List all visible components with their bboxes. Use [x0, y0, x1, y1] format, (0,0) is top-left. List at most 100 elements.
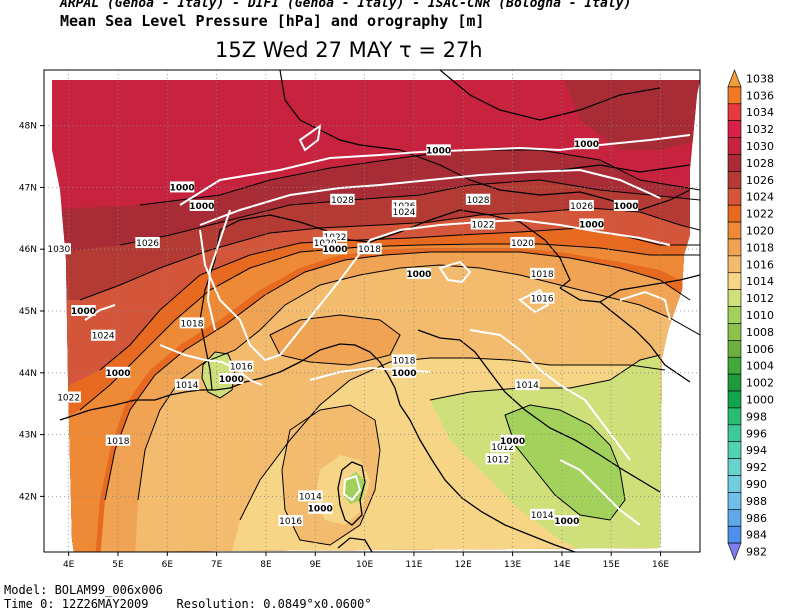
legend-label: 1004	[746, 360, 774, 373]
lat-tick-label: 47N	[19, 183, 37, 193]
legend-label: 1018	[746, 241, 774, 254]
isobar-label-bg	[56, 391, 81, 403]
isobar-label-bg	[391, 199, 417, 211]
legend-label: 986	[746, 512, 767, 525]
isobar-label: 1018	[181, 319, 204, 329]
legend-swatch	[727, 323, 742, 341]
legend-label: 1030	[746, 140, 774, 153]
legend-label: 1012	[746, 292, 774, 305]
orography-label: 1000	[406, 270, 431, 280]
lat-tick-label: 42N	[19, 492, 37, 502]
isobar-label: 1024	[393, 208, 416, 218]
isobar-label-bg	[470, 218, 496, 230]
lon-tick-label: 8E	[260, 560, 272, 570]
legend-label: 996	[746, 427, 767, 440]
isobar-label-bg	[90, 329, 116, 341]
isobar-label-bg	[278, 515, 303, 527]
lon-tick-label: 7E	[211, 560, 223, 570]
legend-swatch	[727, 373, 742, 392]
legend-label: 1014	[746, 275, 774, 288]
isobar-label: 1018	[531, 270, 554, 280]
pressure-legend: 1038 1036 1034 1032 1030 1028 1026 1024 1022 1020…	[727, 69, 774, 561]
isobar-label-bg	[569, 199, 594, 211]
legend-swatch	[727, 390, 742, 409]
lon-tick-label: 10E	[356, 560, 373, 570]
legend-swatch	[727, 407, 742, 426]
lon-tick-label: 15E	[603, 560, 620, 570]
legend-label: 1036	[746, 89, 774, 102]
legend-swatch	[727, 238, 742, 257]
legend-swatch	[727, 187, 742, 206]
orography-label-bg	[322, 243, 348, 255]
legend-swatch	[727, 340, 742, 358]
legend-swatch-top-arrow	[727, 69, 742, 88]
lat-tick-label: 46N	[19, 245, 37, 255]
orography-label: 1000	[308, 505, 333, 515]
isobar-label: 1028	[331, 196, 354, 206]
orography-label-bg	[500, 434, 525, 446]
isobar-label: 1014	[176, 381, 199, 391]
legend-swatch	[727, 272, 742, 290]
legend-label: 1026	[746, 174, 774, 187]
orography-label-bg	[219, 372, 244, 384]
orography-label: 1000	[170, 183, 195, 193]
isobar-label: 1018	[358, 245, 381, 255]
isobar-label: 1026	[570, 202, 593, 212]
isobar-label: 1016	[531, 295, 554, 305]
isobar-label: 1022	[472, 220, 495, 230]
lon-tick-label: 9E	[310, 560, 322, 570]
lon-tick-label: 13E	[504, 560, 521, 570]
legend-swatch	[727, 356, 742, 375]
longitude-axis: 4E 5E 6E 7E 8E 9E 10E 11E 12E 13E 14E 15E 16E	[63, 552, 669, 570]
orography-label: 1000	[574, 140, 599, 150]
footer-resolution: Resolution: 0.0849°x0.0600°	[176, 597, 372, 611]
lon-tick-label: 14E	[553, 560, 570, 570]
isobar-label: 1014	[531, 511, 554, 521]
legend-swatch	[727, 103, 742, 121]
lon-tick-label: 5E	[112, 560, 124, 570]
orography-label: 1000	[71, 307, 96, 317]
footer-time0: Time 0: 12Z26MAY2009	[4, 597, 149, 611]
legend-swatch	[727, 441, 742, 459]
orography-label-bg	[169, 181, 195, 193]
legend-label: 1002	[746, 377, 774, 390]
orography-label: 1000	[322, 245, 347, 255]
legend-swatch	[727, 458, 742, 476]
isobar-label-bg	[330, 193, 355, 205]
isobar-label-bg	[179, 317, 205, 329]
footer-model: Model: BOLAM99_006x006	[4, 583, 163, 597]
lon-tick-label: 12E	[455, 560, 472, 570]
orography-label-bg	[189, 199, 215, 211]
orography-label: 1000	[554, 517, 579, 527]
legend-label: 998	[746, 410, 767, 423]
header-field-title: Mean Sea Level Pressure [hPa] and orogra…	[60, 12, 485, 30]
legend-swatch	[727, 255, 742, 274]
orography-label-bg	[406, 267, 432, 279]
legend-label: 1032	[746, 123, 774, 136]
isobar-label-bg	[515, 379, 540, 391]
isobar-label-bg	[510, 237, 535, 249]
orography-label-bg	[391, 366, 417, 378]
lat-tick-label: 44N	[19, 369, 37, 379]
orography-label: 1000	[392, 369, 417, 379]
orography-label-bg	[574, 138, 599, 150]
orography-label-bg	[554, 515, 580, 527]
legend-label: 984	[746, 529, 767, 542]
isobar-label: 1030	[47, 245, 70, 255]
isobar-label-bg	[529, 508, 555, 520]
orography-labels: 1000 1000 1000 1000 1000 1000 1000 1000 1000 1000…	[71, 138, 639, 527]
orography-label: 1000	[500, 437, 525, 447]
isobar-label: 1018	[107, 437, 130, 447]
lon-tick-label: 4E	[63, 560, 75, 570]
isobar-label: 1012	[486, 455, 509, 465]
legend-label: 1010	[746, 309, 774, 322]
legend-swatch	[727, 204, 742, 223]
legend-swatch	[727, 120, 742, 138]
legend-swatch	[727, 492, 742, 510]
isobar-label: 1014	[516, 381, 539, 391]
legend-label: 988	[746, 495, 767, 508]
header-credits: ARPAL (Genoa - Italy) - DIFI (Genoa - It…	[60, 0, 632, 11]
legend-swatch	[727, 171, 742, 189]
orography-label-bg	[308, 502, 333, 514]
isobar-label-bg	[485, 453, 510, 465]
